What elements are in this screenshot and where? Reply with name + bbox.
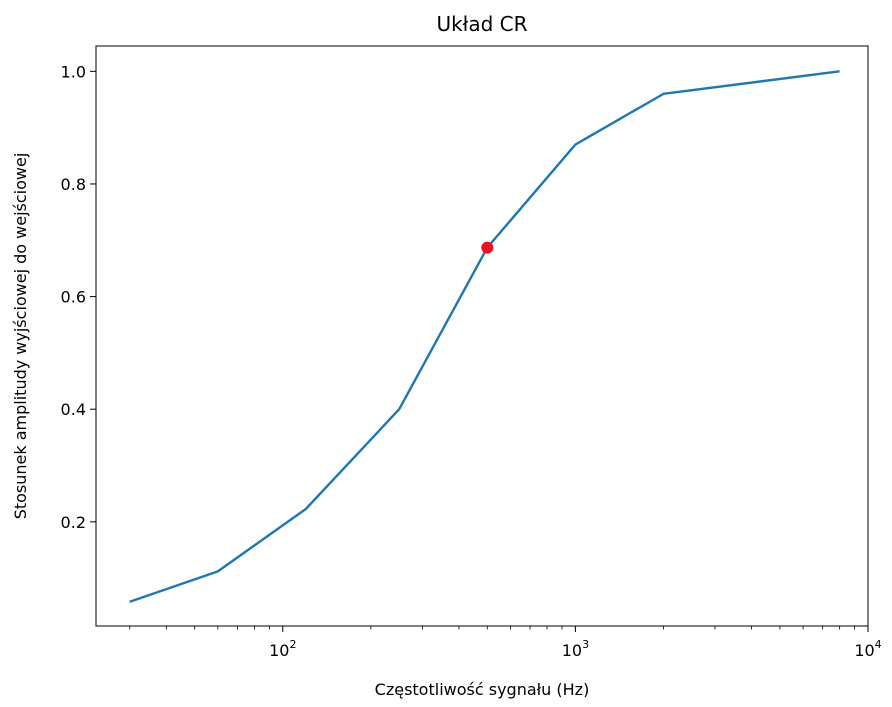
y-tick-label: 1.0 <box>61 62 86 81</box>
y-tick-label: 0.6 <box>61 288 86 307</box>
x-axis-label: Częstotliwość sygnału (Hz) <box>375 680 590 699</box>
plot-area <box>95 45 869 627</box>
y-axis-label: Stosunek amplitudy wyjściowej do wejścio… <box>11 153 30 520</box>
y-tick-label: 0.2 <box>61 513 86 532</box>
y-axis-ticks: 0.2 0.4 0.6 0.8 1.0 <box>61 62 96 532</box>
y-tick-label: 0.4 <box>61 400 86 419</box>
highlight-point <box>481 241 494 254</box>
x-tick-label: 102 <box>269 638 296 660</box>
x-axis-ticks: 102 103 104 <box>129 626 882 660</box>
x-tick-label: 104 <box>854 638 881 660</box>
y-tick-label: 0.8 <box>61 175 86 194</box>
series-layer <box>129 70 840 603</box>
x-tick-label: 103 <box>562 638 589 660</box>
chart-title: Układ CR <box>436 12 527 36</box>
series-line <box>129 70 840 603</box>
